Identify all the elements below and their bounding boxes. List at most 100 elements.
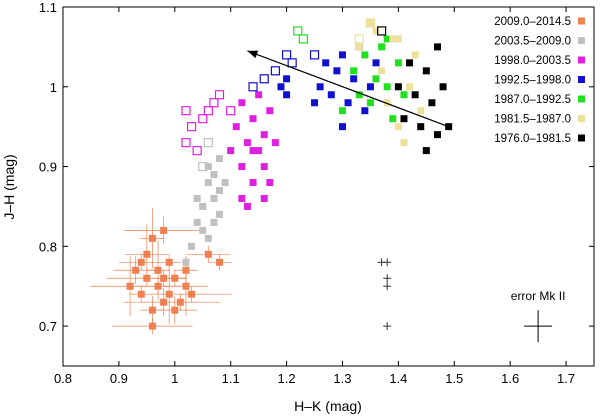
legend-label: 2003.5–2009.0 <box>494 36 571 48</box>
legend-label: 1992.5–1998.0 <box>494 75 571 87</box>
data-point <box>188 290 196 298</box>
data-point <box>199 202 207 210</box>
data-point <box>333 67 341 75</box>
open-data-point <box>181 106 191 116</box>
open-data-point <box>209 98 219 108</box>
data-point <box>199 226 207 234</box>
data-point <box>193 218 201 226</box>
data-point <box>372 75 380 83</box>
data-point <box>221 179 229 187</box>
data-point <box>249 147 257 155</box>
data-point <box>249 179 257 187</box>
arrow-head <box>247 50 259 59</box>
data-point <box>366 83 374 91</box>
data-point <box>210 218 218 226</box>
data-point <box>216 155 224 163</box>
legend-swatch <box>578 17 585 25</box>
legend-swatch <box>578 134 585 142</box>
data-point <box>383 99 391 107</box>
data-point <box>255 147 263 155</box>
data-point <box>165 258 173 266</box>
data-point <box>283 91 291 99</box>
legend-label: 1998.0–2003.5 <box>494 55 571 67</box>
y-tick-label: 0.8 <box>39 239 57 254</box>
data-point <box>171 306 179 314</box>
data-point <box>327 91 335 99</box>
data-point <box>417 107 425 115</box>
legend-label: 1987.0–1992.5 <box>494 94 571 106</box>
data-point <box>277 83 285 91</box>
data-point <box>406 83 414 91</box>
data-point <box>361 107 369 115</box>
open-data-point <box>198 114 208 124</box>
open-data-point <box>298 34 308 44</box>
data-point <box>355 91 363 99</box>
data-point <box>160 226 168 234</box>
data-point <box>394 59 402 67</box>
open-data-point <box>203 106 213 116</box>
data-point <box>154 282 162 290</box>
legend-label: 1981.5–1987.0 <box>494 114 571 126</box>
open-data-point <box>259 74 269 84</box>
data-point <box>227 147 235 155</box>
x-tick-label: 1.4 <box>389 371 407 386</box>
data-point <box>389 35 397 43</box>
data-point <box>433 131 441 139</box>
data-point <box>400 139 408 147</box>
data-point <box>238 99 246 107</box>
data-point <box>400 91 408 99</box>
legend-label: 1976.0–1981.5 <box>494 133 571 145</box>
legend-swatch <box>578 76 585 83</box>
data-point <box>216 258 224 266</box>
x-tick-label: 1.1 <box>222 371 240 386</box>
open-data-point <box>354 34 364 44</box>
legend-swatch <box>578 56 585 64</box>
data-point <box>422 147 430 155</box>
data-point <box>316 83 324 91</box>
data-point <box>350 75 358 83</box>
x-tick-label: 0.9 <box>110 371 128 386</box>
x-tick-label: 1.2 <box>278 371 296 386</box>
data-point <box>137 258 145 266</box>
data-point <box>249 115 257 123</box>
data-point <box>338 123 346 131</box>
data-point <box>154 266 162 274</box>
x-tick-label: 0.8 <box>54 371 72 386</box>
data-point <box>182 266 190 274</box>
y-tick-label: 0.7 <box>39 319 57 334</box>
data-point <box>361 51 369 59</box>
data-point <box>271 139 279 147</box>
x-tick-label: 1.5 <box>445 371 463 386</box>
x-tick-label: 1.7 <box>557 371 575 386</box>
data-point <box>171 274 179 282</box>
data-point <box>204 163 212 171</box>
data-point <box>338 51 346 59</box>
data-point <box>204 250 212 258</box>
open-data-point <box>203 138 213 148</box>
data-point <box>143 250 151 258</box>
x-axis-label: H–K (mag) <box>294 398 362 414</box>
data-point <box>372 27 380 35</box>
data-point <box>126 282 134 290</box>
data-point <box>389 115 397 123</box>
data-point <box>383 83 391 91</box>
data-point <box>232 123 240 131</box>
y-tick-label: 1 <box>50 80 57 95</box>
open-data-point <box>377 26 387 36</box>
data-point <box>143 274 151 282</box>
data-point <box>378 43 386 51</box>
open-data-point <box>281 50 292 60</box>
legend-swatch <box>578 115 585 122</box>
data-point <box>148 306 156 314</box>
data-point <box>216 186 224 194</box>
open-data-point <box>192 146 202 156</box>
data-point <box>148 322 156 330</box>
open-data-point <box>293 26 303 36</box>
open-data-point <box>186 122 197 132</box>
data-point <box>378 67 386 75</box>
data-point <box>204 234 212 242</box>
data-point <box>400 115 408 123</box>
legend-swatch <box>578 37 585 44</box>
error-annotation-label: error Mk II <box>511 289 566 303</box>
data-point <box>266 179 274 187</box>
